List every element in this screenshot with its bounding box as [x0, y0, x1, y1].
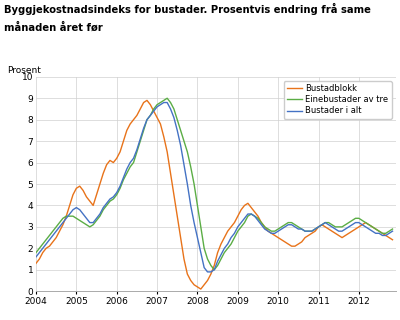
Bustader i alt	[309, 229, 314, 233]
Bustader i alt	[326, 223, 331, 227]
Bustader i alt	[205, 270, 210, 274]
Bustadblokk	[356, 225, 361, 229]
Bustadblokk	[292, 244, 297, 248]
Bustadblokk	[390, 238, 395, 242]
Einebustader av tre	[292, 223, 297, 227]
Einebustader av tre	[141, 128, 146, 132]
Einebustader av tre	[326, 221, 331, 225]
Text: Byggjekostnadsindeks for bustader. Prosentvis endring frå same: Byggjekostnadsindeks for bustader. Prose…	[4, 3, 371, 15]
Bustader i alt	[34, 255, 38, 259]
Einebustader av tre	[373, 227, 378, 231]
Bustadblokk	[373, 227, 378, 231]
Bustader i alt	[141, 126, 146, 130]
Bustader i alt	[356, 221, 361, 225]
Line: Bustadblokk: Bustadblokk	[36, 100, 392, 289]
Bustadblokk	[34, 261, 38, 265]
Einebustader av tre	[390, 227, 395, 231]
Line: Bustader i alt: Bustader i alt	[36, 102, 392, 272]
Bustadblokk	[141, 100, 146, 104]
Einebustader av tre	[165, 96, 170, 100]
Text: månaden året før: månaden året før	[4, 22, 103, 33]
Einebustader av tre	[34, 251, 38, 254]
Bustadblokk	[326, 227, 331, 231]
Line: Einebustader av tre: Einebustader av tre	[36, 98, 392, 270]
Legend: Bustadblokk, Einebustader av tre, Bustader i alt: Bustadblokk, Einebustader av tre, Bustad…	[284, 81, 392, 119]
Bustadblokk	[198, 287, 203, 291]
Einebustader av tre	[356, 216, 361, 220]
Text: Prosent: Prosent	[7, 66, 41, 75]
Bustadblokk	[309, 231, 314, 235]
Bustader i alt	[373, 231, 378, 235]
Bustader i alt	[390, 229, 395, 233]
Bustadblokk	[144, 99, 149, 102]
Bustader i alt	[292, 225, 297, 229]
Einebustader av tre	[212, 268, 217, 272]
Bustader i alt	[162, 100, 166, 104]
Einebustader av tre	[309, 229, 314, 233]
